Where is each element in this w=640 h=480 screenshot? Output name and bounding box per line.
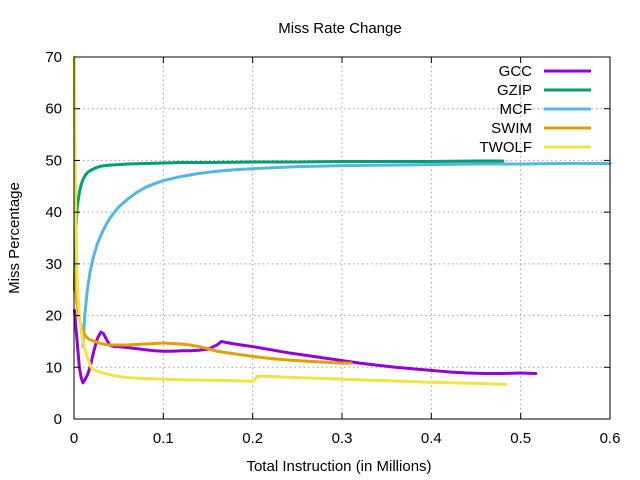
x-tick-label: 0.4 bbox=[421, 430, 442, 447]
y-tick-label: 0 bbox=[54, 411, 62, 428]
x-tick-label: 0.5 bbox=[510, 430, 531, 447]
legend-label-gzip: GZIP bbox=[497, 82, 532, 99]
series-line-swim bbox=[73, 267, 353, 365]
legend-label-gcc: GCC bbox=[499, 63, 533, 80]
y-tick-label: 10 bbox=[45, 359, 62, 376]
y-tick-label: 70 bbox=[45, 49, 62, 66]
y-tick-label: 30 bbox=[45, 256, 62, 273]
y-tick-label: 50 bbox=[45, 152, 62, 169]
series-lines bbox=[72, 55, 612, 386]
legend: GCC GZIP MCF SWIM TWOLF bbox=[480, 63, 591, 156]
x-tick-label: 0.6 bbox=[600, 430, 621, 447]
grid-lines bbox=[74, 57, 610, 419]
y-axis-label: Miss Percentage bbox=[6, 182, 23, 294]
x-tick-label: 0.3 bbox=[332, 430, 353, 447]
series-line-gzip bbox=[72, 159, 505, 292]
y-tick-label: 20 bbox=[45, 308, 62, 325]
x-tick-label: 0 bbox=[70, 430, 78, 447]
axis-ticks: 0 0.1 0.2 0.3 0.4 0.5 0.6 0 10 20 30 40 50 60 70 bbox=[45, 49, 620, 447]
y-tick-label: 60 bbox=[45, 101, 62, 118]
legend-label-mcf: MCF bbox=[500, 101, 533, 118]
series-line-gcc bbox=[72, 308, 538, 385]
legend-label-twolf: TWOLF bbox=[480, 139, 533, 156]
chart-title: Miss Rate Change bbox=[278, 20, 401, 37]
legend-label-swim: SWIM bbox=[491, 120, 532, 137]
x-tick-label: 0.1 bbox=[153, 430, 174, 447]
y-tick-label: 40 bbox=[45, 204, 62, 221]
series-line-twolf bbox=[72, 55, 507, 386]
series-line-mcf bbox=[81, 162, 612, 349]
x-axis-label: Total Instruction (in Millions) bbox=[246, 458, 431, 475]
x-tick-label: 0.2 bbox=[242, 430, 263, 447]
